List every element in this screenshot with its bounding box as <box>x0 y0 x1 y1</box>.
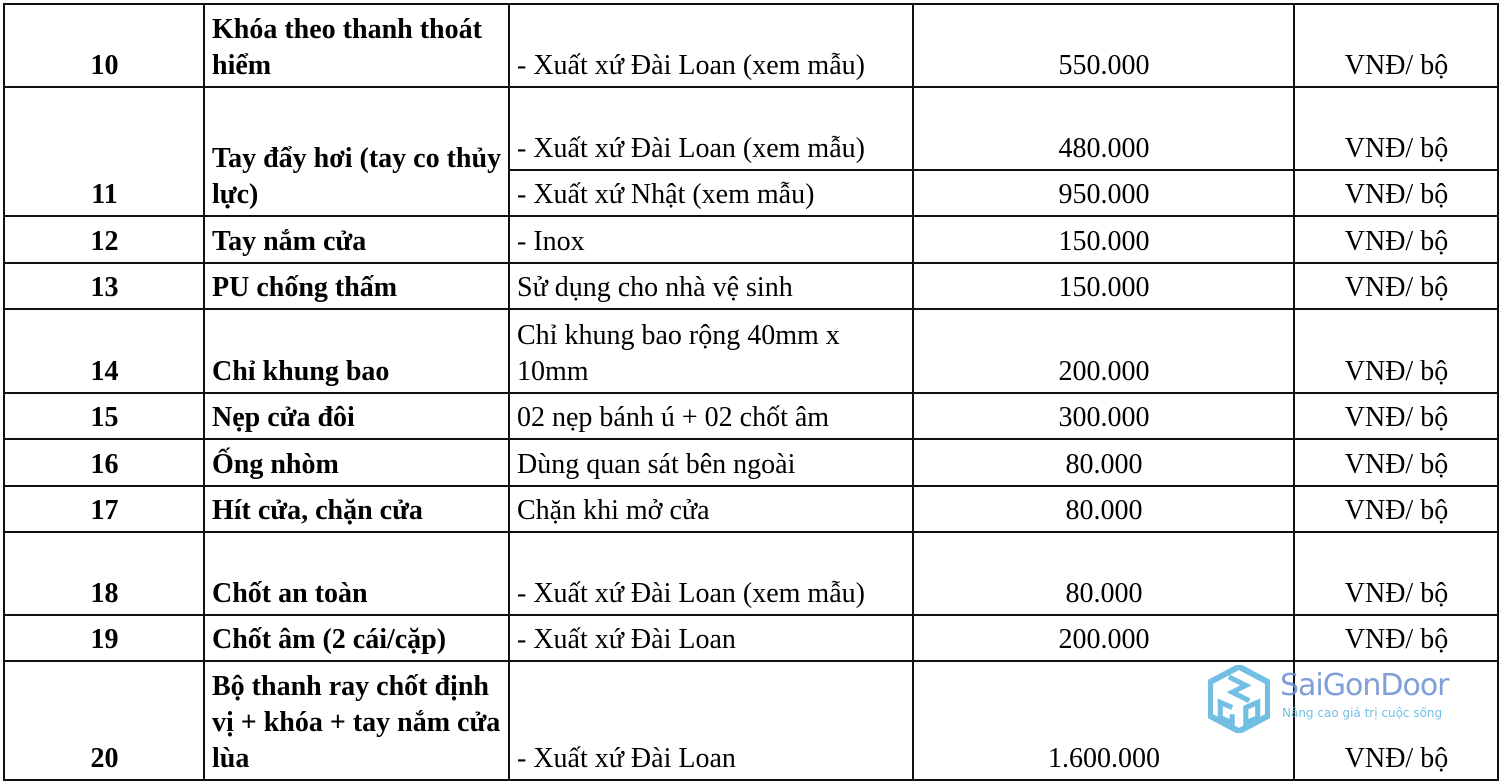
item-name: Nẹp cửa đôi <box>203 392 510 440</box>
item-unit: VNĐ/ bộ <box>1293 215 1499 264</box>
item-unit: VNĐ/ bộ <box>1293 169 1499 217</box>
item-name: Chỉ khung bao <box>203 308 510 394</box>
row-number: 19 <box>3 614 205 662</box>
item-name: Bộ thanh ray chốt định vị + khóa + tay n… <box>203 660 510 781</box>
table-row: 16 Ống nhòm Dùng quan sát bên ngoài 80.000 V… <box>3 438 1499 487</box>
item-unit: VNĐ/ bộ <box>1293 660 1499 781</box>
item-description: - Xuất xứ Đài Loan (xem mẫu) <box>508 86 914 171</box>
table-row: 14 Chỉ khung bao Chỉ khung bao rộng 40mm x… <box>3 308 1499 394</box>
item-description: - Xuất xứ Đài Loan <box>508 660 914 781</box>
item-price: 80.000 <box>912 531 1295 616</box>
item-unit: VNĐ/ bộ <box>1293 86 1499 171</box>
item-description: Chỉ khung bao rộng 40mm x 10mm <box>508 308 914 394</box>
row-number: 15 <box>3 392 205 440</box>
item-unit: VNĐ/ bộ <box>1293 614 1499 662</box>
item-unit: VNĐ/ bộ <box>1293 485 1499 533</box>
item-name: Chốt âm (2 cái/cặp) <box>203 614 510 662</box>
item-price: 150.000 <box>912 262 1295 310</box>
table-row: 10 Khóa theo thanh thoát hiểm - Xuất xứ Đà… <box>3 3 1499 88</box>
item-unit: VNĐ/ bộ <box>1293 308 1499 394</box>
row-number: 13 <box>3 262 205 310</box>
table-row: 20 Bộ thanh ray chốt định vị + khóa + tay… <box>3 660 1499 781</box>
item-unit: VNĐ/ bộ <box>1293 392 1499 440</box>
item-unit: VNĐ/ bộ <box>1293 438 1499 487</box>
item-unit: VNĐ/ bộ <box>1293 262 1499 310</box>
table-row: 15 Nẹp cửa đôi 02 nẹp bánh ú + 02 chốt âm 3… <box>3 392 1499 440</box>
table-row: 12 Tay nắm cửa - Inox 150.000 VNĐ/ bộ <box>3 215 1499 264</box>
item-description: - Xuất xứ Đài Loan <box>508 614 914 662</box>
item-name: Tay đẩy hơi (tay co thủy lực) <box>203 86 510 217</box>
table-row: 18 Chốt an toàn - Xuất xứ Đài Loan (xem mẫ… <box>3 531 1499 616</box>
row-number: 14 <box>3 308 205 394</box>
row-number: 16 <box>3 438 205 487</box>
item-price: 550.000 <box>912 3 1295 88</box>
row-number: 11 <box>3 86 205 217</box>
item-description: Chặn khi mở cửa <box>508 485 914 533</box>
item-description: Sử dụng cho nhà vệ sinh <box>508 262 914 310</box>
table-row: 13 PU chống thấm Sử dụng cho nhà vệ sinh 15… <box>3 262 1499 310</box>
item-name: Ống nhòm <box>203 438 510 487</box>
item-description: Dùng quan sát bên ngoài <box>508 438 914 487</box>
row-number: 10 <box>3 3 205 88</box>
item-name: PU chống thấm <box>203 262 510 310</box>
price-table: 10 Khóa theo thanh thoát hiểm - Xuất xứ Đà… <box>3 3 1499 781</box>
item-price: 200.000 <box>912 614 1295 662</box>
table-row: 17 Hít cửa, chặn cửa Chặn khi mở cửa 80.000… <box>3 485 1499 533</box>
item-name: Tay nắm cửa <box>203 215 510 264</box>
row-number: 12 <box>3 215 205 264</box>
item-price: 1.600.000 <box>912 660 1295 781</box>
item-description: - Xuất xứ Đài Loan (xem mẫu) <box>508 3 914 88</box>
item-unit: VNĐ/ bộ <box>1293 531 1499 616</box>
item-unit: VNĐ/ bộ <box>1293 3 1499 88</box>
item-price: 200.000 <box>912 308 1295 394</box>
item-description: - Inox <box>508 215 914 264</box>
table-row: 19 Chốt âm (2 cái/cặp) - Xuất xứ Đài Loan 2… <box>3 614 1499 662</box>
item-price: 950.000 <box>912 169 1295 217</box>
row-number: 20 <box>3 660 205 781</box>
item-price: 480.000 <box>912 86 1295 171</box>
item-description: - Xuất xứ Đài Loan (xem mẫu) <box>508 531 914 616</box>
item-description: 02 nẹp bánh ú + 02 chốt âm <box>508 392 914 440</box>
item-name: Chốt an toàn <box>203 531 510 616</box>
table-row: - Xuất xứ Nhật (xem mẫu) 950.000 VNĐ/ bộ <box>4 169 1499 217</box>
table-row: 11 Tay đẩy hơi (tay co thủy lực) - Xuất xứ… <box>3 86 1499 217</box>
item-price: 80.000 <box>912 485 1295 533</box>
item-name: Khóa theo thanh thoát hiểm <box>203 3 510 88</box>
item-price: 300.000 <box>912 392 1295 440</box>
item-price: 80.000 <box>912 438 1295 487</box>
item-price: 150.000 <box>912 215 1295 264</box>
row-number: 17 <box>3 485 205 533</box>
item-description: - Xuất xứ Nhật (xem mẫu) <box>508 169 914 217</box>
row-number: 18 <box>3 531 205 616</box>
item-name: Hít cửa, chặn cửa <box>203 485 510 533</box>
